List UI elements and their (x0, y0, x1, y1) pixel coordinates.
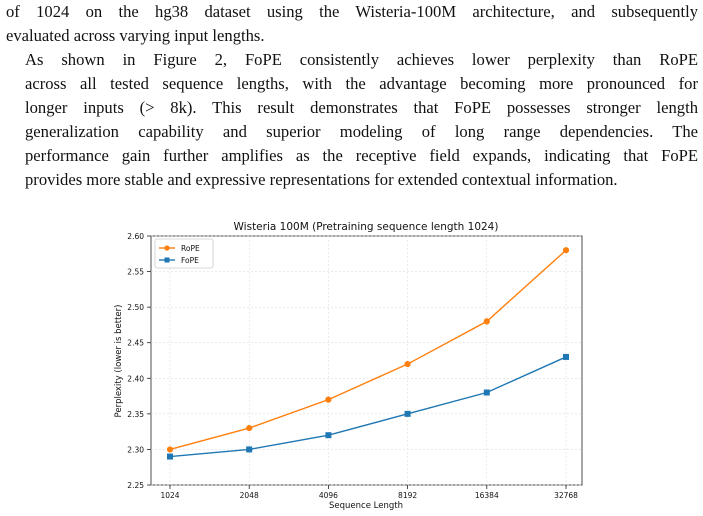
x-axis-label: Sequence Length (329, 501, 403, 511)
series-line-rope (169, 249, 567, 451)
data-point-fope (483, 389, 490, 396)
paragraph-2: As shown in Figure 2, FoPE consistently … (6, 48, 698, 192)
x-tick-label: 4096 (319, 491, 338, 500)
y-tick-label: 2.55 (127, 268, 144, 277)
y-tick-label: 2.25 (127, 481, 144, 490)
legend-marker-rope (164, 245, 170, 251)
grid-lines (151, 235, 582, 486)
x-tick-label: 1024 (160, 491, 179, 500)
text-line: generalization capability and superior m… (25, 122, 698, 141)
plot-area-frame (150, 235, 583, 486)
paragraph-1: of 1024 on the hg38 dataset using the Wi… (6, 0, 698, 48)
x-tick-label: 2048 (240, 491, 259, 500)
y-axis-label: Perplexity (lower is better) (114, 305, 124, 418)
x-axis-ticks: 1024 2048 4096 8192 16384 32768 (160, 485, 578, 500)
y-tick-label: 2.30 (127, 445, 144, 454)
data-point-fope (167, 453, 173, 460)
text-line: performance gain further amplifies as th… (25, 146, 698, 165)
x-tick-label: 32768 (554, 491, 578, 500)
y-tick-label: 2.35 (127, 410, 144, 419)
data-point-rope (166, 446, 174, 453)
series-layer (166, 247, 570, 460)
chart-legend: RoPE FoPE (154, 238, 214, 269)
y-axis-ticks: 2.25 2.30 2.35 2.40 2.45 2.50 2.55 2.60 (127, 232, 151, 490)
body-text: of 1024 on the hg38 dataset using the Wi… (6, 0, 698, 192)
text-line: of 1024 on the hg38 dataset using the Wi… (6, 2, 698, 21)
data-point-fope (325, 432, 332, 439)
y-tick-label: 2.45 (127, 339, 144, 348)
x-tick-label: 8192 (398, 491, 417, 500)
data-point-fope (563, 353, 569, 360)
text-line: As shown in Figure 2, FoPE consistently … (25, 50, 698, 69)
y-tick-label: 2.60 (127, 232, 144, 241)
y-tick-label: 2.40 (127, 374, 144, 383)
legend-marker-fope (164, 257, 170, 263)
series-line-fope (169, 356, 567, 458)
legend-box (154, 238, 214, 269)
legend-label-rope: RoPE (181, 244, 200, 253)
data-point-fope (404, 410, 411, 417)
data-point-rope (404, 360, 411, 368)
x-tick-label: 16384 (475, 491, 499, 500)
text-line: longer inputs (> 8k). This result demons… (25, 98, 698, 117)
legend-label-fope: FoPE (181, 256, 199, 265)
data-point-fope (246, 446, 253, 453)
data-point-rope (246, 424, 253, 432)
chart-title: Wisteria 100M (Pretraining sequence leng… (234, 221, 499, 233)
text-line: provides more stable and expressive repr… (25, 170, 618, 189)
data-point-rope (483, 318, 490, 325)
data-point-rope (562, 247, 570, 254)
text-line: evaluated across varying input lengths. (6, 26, 265, 45)
y-tick-label: 2.50 (127, 303, 144, 312)
data-point-rope (325, 396, 332, 403)
text-line: across all tested sequence lengths, with… (25, 74, 698, 93)
